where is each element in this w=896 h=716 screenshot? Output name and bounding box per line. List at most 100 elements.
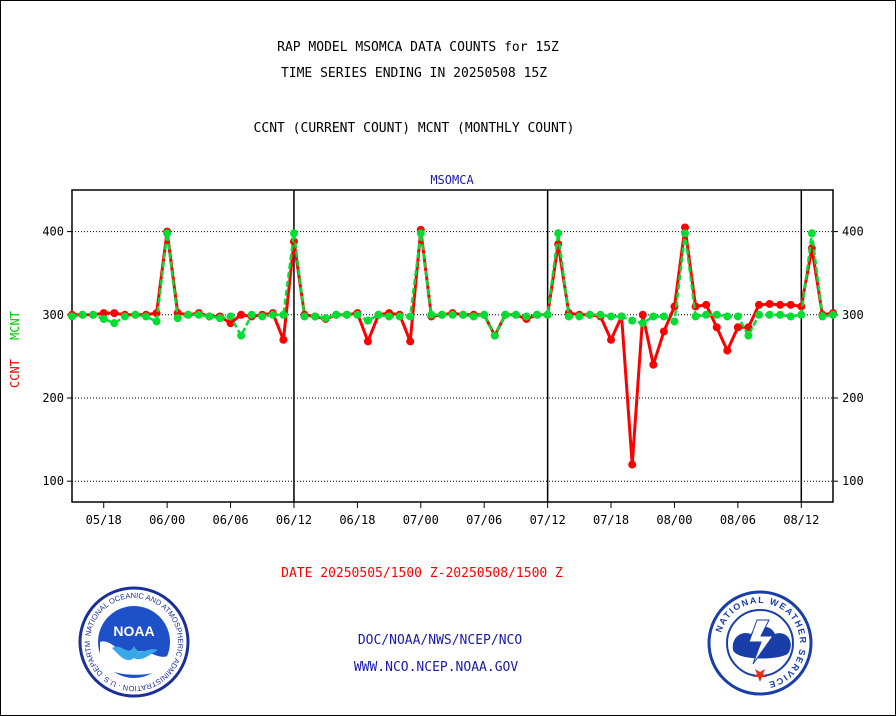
title-line-2: TIME SERIES ENDING IN 20250508 15Z (280, 66, 548, 81)
data-point-mcnt (490, 331, 499, 340)
data-point-ccnt (99, 309, 108, 318)
data-point-ccnt (406, 337, 415, 346)
y-tick-label-right: 400 (842, 225, 864, 239)
data-point-mcnt (723, 312, 732, 321)
data-point-mcnt (712, 310, 721, 319)
data-point-ccnt (279, 335, 288, 344)
data-point-mcnt (702, 310, 711, 319)
star-icon (753, 669, 767, 682)
data-point-mcnt (533, 310, 542, 319)
data-point-ccnt (226, 319, 235, 328)
x-tick-label: 07/18 (593, 513, 629, 527)
y-tick-label: 400 (42, 225, 64, 239)
data-point-mcnt (807, 229, 816, 238)
data-point-mcnt (406, 312, 415, 321)
data-point-ccnt (755, 300, 764, 309)
data-point-ccnt (702, 300, 711, 309)
data-point-ccnt (733, 323, 742, 332)
noaa-logo-text: NOAA (113, 623, 154, 639)
data-point-mcnt (289, 229, 298, 238)
data-point-ccnt (797, 302, 806, 311)
data-point-mcnt (205, 312, 214, 321)
x-tick-label: 06/00 (149, 513, 185, 527)
data-point-mcnt (395, 312, 404, 321)
data-point-mcnt (437, 310, 446, 319)
data-point-mcnt (416, 229, 425, 238)
data-point-ccnt (638, 310, 647, 319)
data-point-mcnt (311, 312, 320, 321)
data-point-mcnt (120, 312, 129, 321)
data-point-ccnt (765, 299, 774, 308)
data-point-mcnt (776, 310, 785, 319)
data-point-mcnt (247, 310, 256, 319)
y-tick-label: 200 (42, 391, 64, 405)
data-point-ccnt (776, 300, 785, 309)
data-point-mcnt (818, 312, 827, 321)
series-line-ccnt (72, 225, 834, 467)
data-point-mcnt (575, 312, 584, 321)
data-point-mcnt (279, 310, 288, 319)
y-tick-label-right: 200 (842, 391, 864, 405)
data-point-mcnt (670, 317, 679, 326)
data-point-ccnt (628, 460, 637, 469)
data-point-mcnt (194, 310, 203, 319)
data-point-mcnt (353, 310, 362, 319)
org-path: DOC/NOAA/NWS/NCEP/NCO (357, 633, 523, 648)
data-point-ccnt (712, 323, 721, 332)
data-point-mcnt (459, 310, 468, 319)
noaa-logo: NATIONAL OCEANIC AND ATMOSPHERIC ADMINIS… (78, 586, 190, 698)
data-point-mcnt (332, 310, 341, 319)
title-line-1: RAP MODEL MSOMCA DATA COUNTS for 15Z (277, 40, 559, 55)
data-point-mcnt (321, 314, 330, 323)
data-point-ccnt (237, 310, 246, 319)
data-point-mcnt (797, 310, 806, 319)
data-point-mcnt (480, 310, 489, 319)
data-point-mcnt (501, 310, 510, 319)
data-point-mcnt (691, 312, 700, 321)
x-tick-label: 06/18 (339, 513, 375, 527)
data-point-mcnt (755, 310, 764, 319)
data-point-mcnt (374, 310, 383, 319)
data-point-mcnt (300, 312, 309, 321)
data-point-mcnt (585, 310, 594, 319)
data-point-mcnt (607, 312, 616, 321)
data-point-mcnt (511, 310, 520, 319)
data-point-mcnt (215, 314, 224, 323)
website: WWW.NCO.NCEP.NOAA.GOV (353, 660, 519, 675)
data-point-mcnt (448, 310, 457, 319)
date-range: DATE 20250505/1500 Z-20250508/1500 Z (281, 566, 563, 581)
y-tick-label-right: 100 (842, 474, 864, 488)
data-point-ccnt (607, 335, 616, 344)
x-tick-label: 05/18 (86, 513, 122, 527)
data-point-mcnt (469, 312, 478, 321)
x-tick-label: 07/12 (530, 513, 566, 527)
x-tick-label: 07/00 (403, 513, 439, 527)
subtitle: CCNT (CURRENT COUNT) MCNT (MONTHLY COUNT… (253, 121, 575, 136)
data-point-mcnt (226, 312, 235, 321)
data-point-ccnt (659, 327, 668, 336)
data-point-mcnt (68, 312, 76, 321)
y-tick-label-right: 300 (842, 308, 864, 322)
data-point-mcnt (765, 310, 774, 319)
y-tick-label: 100 (42, 474, 64, 488)
data-point-mcnt (184, 310, 193, 319)
data-point-mcnt (385, 312, 394, 321)
data-point-mcnt (110, 319, 119, 328)
x-tick-label: 08/00 (656, 513, 692, 527)
data-point-ccnt (649, 360, 658, 369)
data-point-mcnt (268, 310, 277, 319)
data-point-mcnt (173, 314, 182, 323)
data-point-mcnt (628, 316, 637, 325)
x-tick-label: 06/06 (212, 513, 248, 527)
x-tick-label: 06/12 (276, 513, 312, 527)
data-point-mcnt (617, 312, 626, 321)
data-point-mcnt (649, 312, 658, 321)
x-tick-label: 07/06 (466, 513, 502, 527)
data-point-ccnt (681, 223, 690, 232)
plot-area (71, 189, 834, 503)
data-point-mcnt (564, 312, 573, 321)
data-point-mcnt (522, 312, 531, 321)
data-point-mcnt (681, 229, 690, 238)
x-tick-label: 08/12 (783, 513, 819, 527)
